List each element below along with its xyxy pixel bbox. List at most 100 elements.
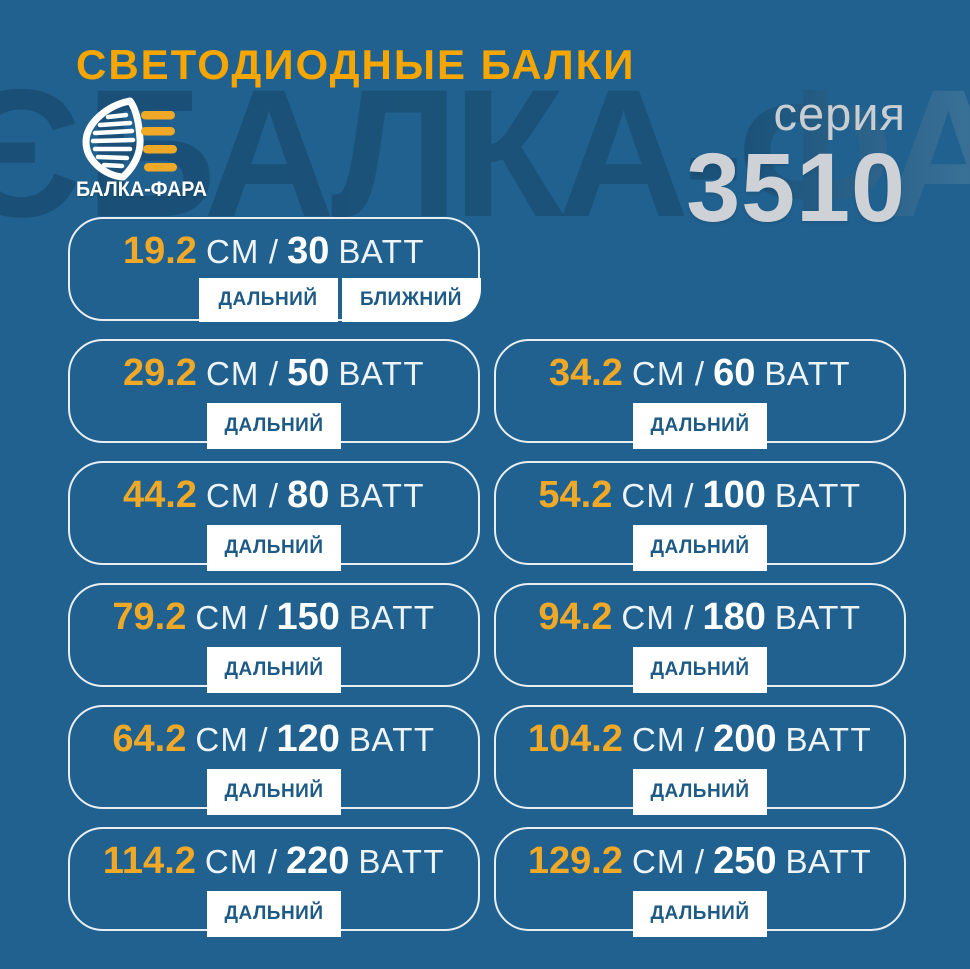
length-unit: СМ	[204, 843, 259, 880]
watt-value: 250	[713, 840, 777, 882]
length-value: 114.2	[102, 840, 196, 882]
length-unit: СМ	[631, 721, 686, 758]
beam-tag: ДАЛЬНИЙ	[198, 277, 338, 322]
length-unit: СМ	[631, 355, 686, 392]
watt-unit: ВАТТ	[358, 843, 446, 880]
product-grid: 19.2 СМ/30 ВАТТ ДАЛЬНИЙ БЛИЖНИЙ 29.2 СМ/50 ВА…	[68, 217, 906, 937]
series-label: серия	[773, 87, 906, 140]
length-unit: СМ	[195, 721, 250, 758]
beam-tag: ДАЛЬНИЙ	[207, 403, 341, 449]
product-card: 29.2 СМ/50 ВАТТ ДАЛЬНИЙ	[68, 339, 480, 449]
beam-tag: БЛИЖНИЙ	[341, 277, 481, 322]
watt-unit: ВАТТ	[764, 355, 852, 392]
beam-tags: ДАЛЬНИЙ	[207, 525, 341, 571]
watt-unit: ВАТТ	[348, 721, 436, 758]
length-value: 104.2	[527, 718, 623, 760]
product-spec: 104.2 СМ/200 ВАТТ	[496, 714, 904, 772]
length-unit: СМ	[621, 477, 676, 514]
beam-tags: ДАЛЬНИЙ	[207, 769, 341, 815]
beam-tags: ДАЛЬНИЙ	[207, 891, 341, 937]
length-unit: СМ	[631, 843, 686, 880]
product-spec: 114.2 СМ/220 ВАТТ	[70, 836, 478, 894]
product-spec: 29.2 СМ/50 ВАТТ	[70, 348, 478, 406]
length-unit: СМ	[205, 355, 260, 392]
beam-tags: ДАЛЬНИЙ	[633, 525, 767, 571]
beam-tags: ДАЛЬНИЙ	[633, 891, 767, 937]
product-card: 19.2 СМ/30 ВАТТ ДАЛЬНИЙ БЛИЖНИЙ	[68, 217, 481, 322]
spec-separator: /	[694, 355, 705, 392]
watt-value: 50	[287, 352, 330, 394]
beam-tag: ДАЛЬНИЙ	[207, 769, 341, 815]
length-value: 54.2	[538, 474, 613, 516]
spec-separator: /	[267, 843, 278, 880]
spec-separator: /	[268, 233, 279, 270]
spec-separator: /	[258, 721, 268, 758]
product-card: 54.2 СМ/100 ВАТТ ДАЛЬНИЙ	[494, 461, 906, 571]
spec-separator: /	[684, 599, 694, 636]
watt-value: 30	[287, 230, 330, 272]
product-spec: 94.2 СМ/180 ВАТТ	[496, 592, 904, 650]
watt-unit: ВАТТ	[338, 355, 426, 392]
product-card: 104.2 СМ/200 ВАТТ ДАЛЬНИЙ	[494, 705, 906, 815]
series-number: 3510	[686, 133, 906, 242]
length-value: 64.2	[112, 718, 187, 760]
watt-unit: ВАТТ	[785, 721, 873, 758]
spec-separator: /	[694, 843, 705, 880]
product-spec: 64.2 СМ/120 ВАТТ	[70, 714, 478, 772]
watt-unit: ВАТТ	[774, 477, 862, 514]
length-value: 79.2	[112, 596, 187, 638]
beam-tag: ДАЛЬНИЙ	[633, 647, 767, 693]
spec-separator: /	[258, 599, 268, 636]
beam-tags: ДАЛЬНИЙ	[633, 647, 767, 693]
watt-unit: ВАТТ	[338, 233, 426, 270]
beam-tags: ДАЛЬНИЙ	[633, 403, 767, 449]
beam-tag: ДАЛЬНИЙ	[207, 891, 341, 937]
product-card: 94.2 СМ/180 ВАТТ ДАЛЬНИЙ	[494, 583, 906, 693]
product-spec: 44.2 СМ/80 ВАТТ	[70, 470, 478, 528]
length-value: 44.2	[122, 474, 197, 516]
length-unit: СМ	[205, 233, 260, 270]
watt-value: 200	[713, 718, 777, 760]
length-value: 19.2	[122, 230, 197, 272]
product-spec: 54.2 СМ/100 ВАТТ	[496, 470, 904, 528]
product-card: 129.2 СМ/250 ВАТТ ДАЛЬНИЙ	[494, 827, 906, 937]
brand-name: БАЛКА-ФАРА	[76, 178, 207, 201]
product-card: 64.2 СМ/120 ВАТТ ДАЛЬНИЙ	[68, 705, 480, 815]
spec-separator: /	[684, 477, 694, 514]
product-spec: 19.2 СМ/30 ВАТТ	[70, 226, 478, 284]
length-unit: СМ	[205, 477, 260, 514]
beam-tag: ДАЛЬНИЙ	[207, 525, 341, 571]
headlight-logo-watermark-glyph: Є	[0, 51, 76, 255]
length-value: 34.2	[548, 352, 623, 394]
product-spec: 34.2 СМ/60 ВАТТ	[496, 348, 904, 406]
spec-separator: /	[268, 355, 279, 392]
beam-tag: ДАЛЬНИЙ	[633, 891, 767, 937]
product-spec: 129.2 СМ/250 ВАТТ	[496, 836, 904, 894]
watt-value: 60	[713, 352, 756, 394]
product-card: 114.2 СМ/220 ВАТТ ДАЛЬНИЙ	[68, 827, 480, 937]
beam-tag: ДАЛЬНИЙ	[633, 525, 767, 571]
series-block: серия 3510	[686, 87, 906, 242]
spec-separator: /	[694, 721, 705, 758]
beam-tags: ДАЛЬНИЙ БЛИЖНИЙ	[198, 277, 481, 322]
product-card: 79.2 СМ/150 ВАТТ ДАЛЬНИЙ	[68, 583, 480, 693]
watt-unit: ВАТТ	[785, 843, 873, 880]
spec-separator: /	[268, 477, 279, 514]
length-value: 94.2	[538, 596, 613, 638]
watt-value: 100	[702, 474, 766, 516]
beam-tags: ДАЛЬНИЙ	[207, 647, 341, 693]
product-card: 34.2 СМ/60 ВАТТ ДАЛЬНИЙ	[494, 339, 906, 449]
watt-value: 180	[702, 596, 766, 638]
beam-tags: ДАЛЬНИЙ	[207, 403, 341, 449]
length-value: 129.2	[527, 840, 623, 882]
watt-unit: ВАТТ	[348, 599, 436, 636]
watt-value: 220	[286, 840, 350, 882]
product-spec: 79.2 СМ/150 ВАТТ	[70, 592, 478, 650]
page-title: СВЕТОДИОДНЫЕ БАЛКИ	[76, 41, 636, 88]
length-unit: СМ	[621, 599, 676, 636]
beam-tag: ДАЛЬНИЙ	[207, 647, 341, 693]
beam-tags: ДАЛЬНИЙ	[633, 769, 767, 815]
beam-tag: ДАЛЬНИЙ	[633, 769, 767, 815]
watt-value: 120	[276, 718, 340, 760]
